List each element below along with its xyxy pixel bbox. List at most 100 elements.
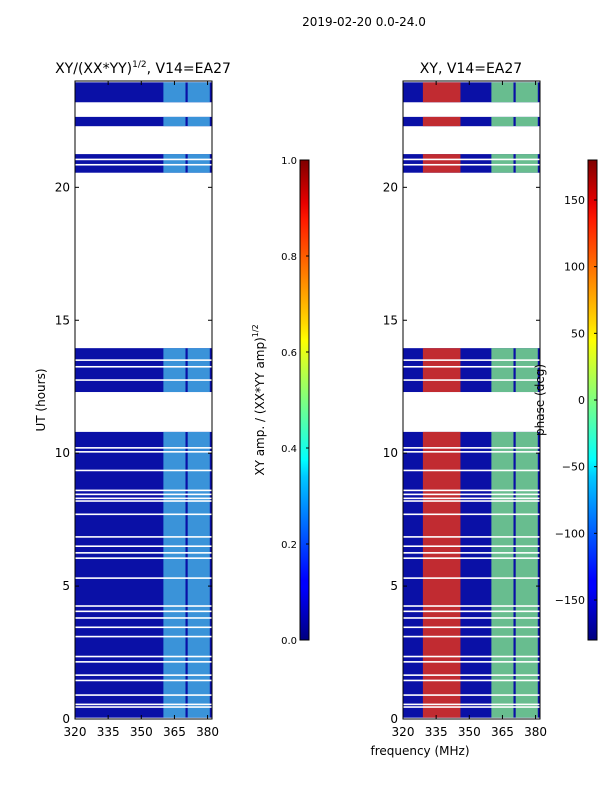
left-flagged-line xyxy=(75,500,212,502)
right-flagged-line xyxy=(403,679,540,682)
left-flagged-line xyxy=(75,163,212,166)
right-rfi-band xyxy=(491,348,514,393)
left-x-tick-label: 350 xyxy=(130,725,153,739)
left-x-tick-label: 380 xyxy=(196,725,219,739)
left-y-tick-label: 10 xyxy=(55,446,70,460)
left-flagged-line xyxy=(75,497,212,500)
left-flagged-line xyxy=(75,694,212,696)
left-flagged-line xyxy=(75,703,212,706)
left-flagged-line xyxy=(75,469,212,472)
right-phase-region xyxy=(422,348,461,393)
left-y-tick-label: 15 xyxy=(55,313,70,327)
right-y-tick-label: 0 xyxy=(390,712,398,726)
right-y-tick-label: 10 xyxy=(383,446,398,460)
right-panel-title: XY, V14=EA27 xyxy=(420,61,522,77)
right-flagged-line xyxy=(403,552,540,554)
right-rfi-band xyxy=(491,82,514,103)
right-plot-frame xyxy=(402,80,541,720)
right-rfi-band xyxy=(515,116,538,127)
left-flagged-line xyxy=(75,379,212,381)
right-flagged-line xyxy=(403,536,540,538)
left-x-tick-label: 365 xyxy=(163,725,186,739)
right-flagged-line xyxy=(403,577,540,579)
left-rfi-band xyxy=(163,348,186,393)
right-y-tick-label: 15 xyxy=(383,313,398,327)
right-flagged-line xyxy=(403,557,540,559)
left-colorbar-tick-label: 1.0 xyxy=(281,156,297,167)
left-flagged-line xyxy=(75,552,212,554)
right-flagged-line xyxy=(403,489,540,492)
left-flagged-line xyxy=(75,451,212,453)
left-y-tick-label: 20 xyxy=(55,180,70,194)
left-flagged-line xyxy=(75,635,212,638)
left-x-tick-label: 335 xyxy=(97,725,120,739)
right-phase-region xyxy=(422,431,461,718)
left-flagged-line xyxy=(75,158,212,161)
right-x-tick-label: 365 xyxy=(491,725,514,739)
right-x-tick-label: 320 xyxy=(392,725,415,739)
left-rfi-band xyxy=(187,116,210,127)
right-flagged-line xyxy=(403,674,540,676)
left-rfi-band xyxy=(187,348,210,393)
right-x-tick-label: 350 xyxy=(458,725,481,739)
left-colorbar-tick-label: 0.0 xyxy=(281,636,297,647)
left-flagged-line xyxy=(75,545,212,548)
right-flagged-line xyxy=(403,703,540,706)
right-x-tick-label: 335 xyxy=(425,725,448,739)
left-flagged-line xyxy=(75,617,212,619)
left-rfi-band xyxy=(163,82,186,103)
left-rfi-band xyxy=(187,431,210,718)
left-flagged-line xyxy=(75,536,212,538)
right-flagged-line xyxy=(403,605,540,607)
left-x-tick-label: 320 xyxy=(64,725,87,739)
right-rfi-band xyxy=(515,431,538,718)
left-flagged-line xyxy=(75,655,212,658)
right-flagged-line xyxy=(403,451,540,453)
right-flagged-line xyxy=(403,513,540,516)
right-colorbar-ticks: −150 −100 −50 0 50 100 150 xyxy=(555,194,597,607)
left-data-block xyxy=(75,116,212,127)
right-heatmap xyxy=(403,82,540,718)
left-rfi-band xyxy=(163,116,186,127)
right-flagged-line xyxy=(403,626,540,629)
right-axes: 320 335 350 365 380 0 5 10 15 20 xyxy=(383,81,547,739)
left-flagged-line xyxy=(75,706,212,708)
right-colorbar-tick-label: 0 xyxy=(578,394,585,407)
right-flagged-line xyxy=(403,497,540,500)
right-flagged-line xyxy=(403,545,540,548)
left-rfi-band xyxy=(187,154,210,173)
right-data-block xyxy=(403,116,540,127)
right-colorbar-tick-label: 100 xyxy=(564,261,585,274)
right-rfi-band xyxy=(491,116,514,127)
right-flagged-line xyxy=(403,500,540,502)
figure-title: 2019-02-20 0.0-24.0 xyxy=(302,15,426,29)
left-colorbar xyxy=(299,159,310,641)
right-flagged-line xyxy=(403,617,540,619)
left-rfi-band xyxy=(187,82,210,103)
right-flagged-line xyxy=(403,163,540,166)
right-rfi-band xyxy=(515,154,538,173)
right-flagged-line xyxy=(403,359,540,361)
right-flagged-line xyxy=(403,158,540,161)
left-flagged-line xyxy=(75,513,212,516)
left-flagged-line xyxy=(75,365,212,368)
left-flagged-line xyxy=(75,493,212,496)
right-rfi-band xyxy=(491,154,514,173)
right-colorbar-tick-label: −50 xyxy=(562,461,585,474)
right-colorbar-tick-label: 50 xyxy=(571,327,585,340)
right-flagged-line xyxy=(403,635,540,638)
left-colorbar-tick-label: 0.6 xyxy=(281,348,297,359)
right-flagged-line xyxy=(403,610,540,613)
right-x-tick-label: 380 xyxy=(524,725,547,739)
right-colorbar-tick-label: −150 xyxy=(555,594,585,607)
right-flagged-line xyxy=(403,661,540,663)
right-y-tick-label: 20 xyxy=(383,180,398,194)
right-phase-region xyxy=(422,82,461,103)
right-colorbar-label: phase (deg) xyxy=(533,364,547,436)
left-y-axis-label: UT (hours) xyxy=(34,368,48,431)
right-flagged-line xyxy=(403,379,540,381)
right-flagged-line xyxy=(403,706,540,708)
right-flagged-line xyxy=(403,447,540,449)
right-y-tick-label: 5 xyxy=(390,579,398,593)
